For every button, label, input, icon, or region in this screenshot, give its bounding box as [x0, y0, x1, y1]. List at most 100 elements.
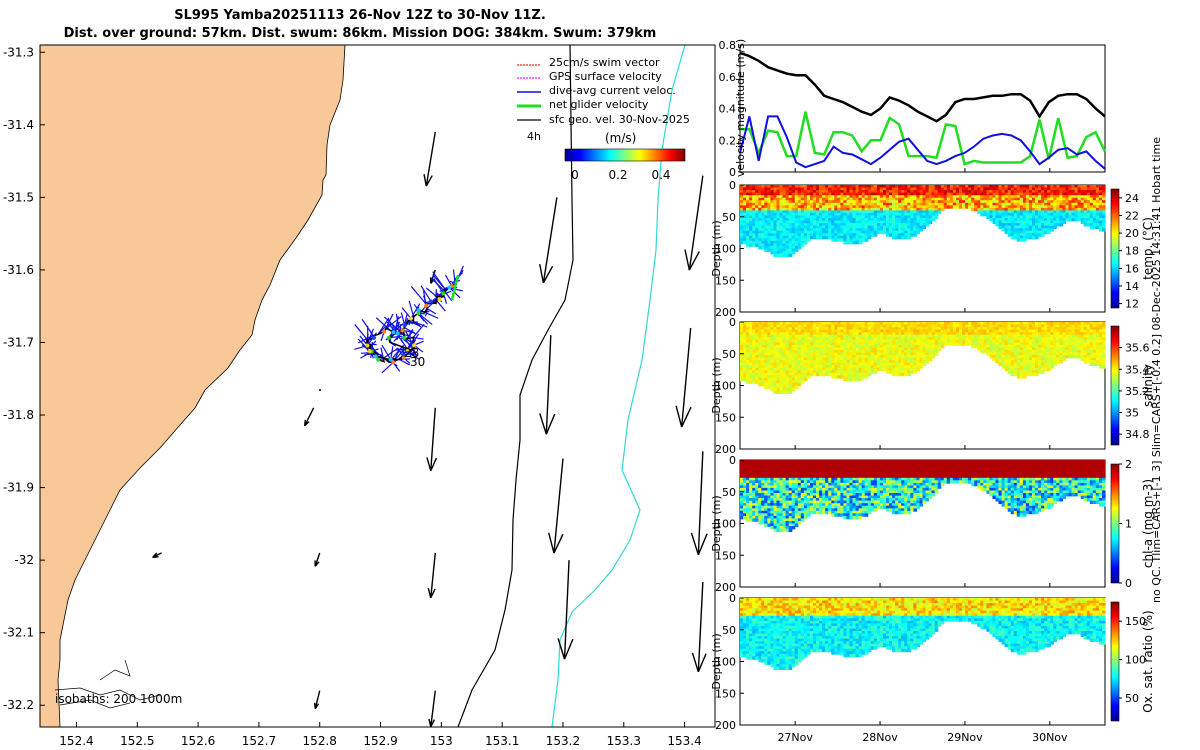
- section-cell: [740, 220, 744, 224]
- section-cell: [855, 365, 860, 369]
- section-cell: [825, 218, 829, 222]
- section-cell: [852, 207, 857, 212]
- section-cell: [840, 197, 844, 202]
- section-cell: [743, 233, 747, 237]
- section-cell: [849, 233, 854, 237]
- section-cell: [758, 240, 762, 245]
- section-cell: [831, 327, 835, 331]
- section-cell: [940, 195, 945, 199]
- section-cell: [1074, 344, 1079, 349]
- section-cell: [867, 349, 872, 354]
- section-cell: [901, 360, 905, 364]
- section-cell: [813, 329, 817, 333]
- section-cell: [761, 212, 765, 217]
- section-cell: [968, 329, 972, 333]
- section-cell: [907, 195, 911, 199]
- section-cell: [1001, 205, 1006, 209]
- section-cell: [1062, 324, 1066, 328]
- section-cell: [895, 344, 899, 349]
- section-cell: [913, 223, 917, 227]
- section-cell: [858, 377, 863, 382]
- section-cell: [806, 200, 811, 204]
- section-cell: [755, 187, 759, 191]
- section-cell: [819, 357, 823, 361]
- section-cell: [931, 355, 936, 359]
- section-cell: [904, 207, 908, 212]
- section-cell: [1053, 190, 1057, 194]
- section-cell: [813, 370, 817, 374]
- section-cell: [822, 202, 826, 207]
- track-speed-dot: [367, 348, 372, 353]
- section-cell: [858, 357, 863, 361]
- colorbar-tick-label: 22: [1125, 209, 1139, 222]
- section-cell: [743, 334, 747, 339]
- section-cell: [788, 212, 793, 217]
- section-cell: [831, 233, 835, 237]
- section-cell: [819, 322, 823, 326]
- section-cell: [1083, 347, 1088, 351]
- section-cell: [828, 337, 832, 341]
- section-cell: [998, 218, 1003, 222]
- section-cell: [1035, 195, 1039, 199]
- section-cell: [776, 367, 781, 372]
- section-cell: [773, 197, 778, 202]
- section-cell: [892, 324, 896, 328]
- section-cell: [992, 352, 997, 356]
- section-cell: [986, 197, 990, 202]
- section-cell: [810, 185, 814, 189]
- section-cell: [895, 339, 899, 344]
- section-cell: [831, 324, 835, 328]
- section-cell: [883, 215, 887, 219]
- section-cell: [1056, 339, 1060, 344]
- section-cell: [998, 207, 1003, 212]
- section-cell: [791, 230, 796, 235]
- section-cell: [1025, 192, 1030, 196]
- section-cell: [1019, 337, 1024, 341]
- section-cell: [852, 339, 857, 344]
- section-cell: [770, 377, 774, 382]
- section-cell: [971, 342, 975, 346]
- section-cell: [849, 365, 854, 369]
- section-cell: [1095, 187, 1100, 191]
- section-cell: [782, 380, 787, 384]
- section-cell: [828, 190, 832, 194]
- section-cell: [892, 200, 896, 204]
- section-cell: [965, 190, 969, 194]
- section-cell: [852, 377, 857, 382]
- section-cell: [989, 200, 993, 204]
- section-cell: [794, 365, 799, 369]
- section-cell: [849, 195, 854, 199]
- section-cell: [962, 334, 966, 339]
- section-cell: [837, 352, 841, 356]
- section-cell: [1047, 327, 1051, 331]
- section-cell: [819, 190, 823, 194]
- section-cell: [1092, 187, 1097, 191]
- section-cell: [822, 228, 826, 232]
- section-cell: [879, 342, 884, 346]
- section-cell: [1089, 185, 1094, 189]
- section-cell: [840, 202, 844, 207]
- section-cell: [1077, 322, 1082, 326]
- section-cell: [1095, 202, 1100, 207]
- section-cell: [819, 225, 823, 229]
- section-cell: [898, 218, 902, 222]
- section-cell: [825, 187, 829, 191]
- section-cell: [1074, 215, 1079, 219]
- section-cell: [1068, 352, 1073, 356]
- section-cell: [940, 205, 945, 209]
- section-cell: [1056, 223, 1060, 227]
- section-cell: [934, 185, 939, 189]
- section-cell: [761, 357, 765, 361]
- section-cell: [740, 357, 744, 361]
- section-cell: [889, 347, 893, 351]
- section-cell: [764, 246, 768, 250]
- section-cell: [986, 339, 990, 344]
- section-cell: [846, 372, 851, 377]
- section-cell: [770, 383, 774, 387]
- section-cell: [1004, 332, 1009, 336]
- section-cell: [834, 215, 838, 219]
- section-cell: [852, 228, 857, 232]
- section-cell: [879, 367, 884, 372]
- section-cell: [1032, 372, 1036, 377]
- dive-avg-current-vector: [427, 308, 437, 315]
